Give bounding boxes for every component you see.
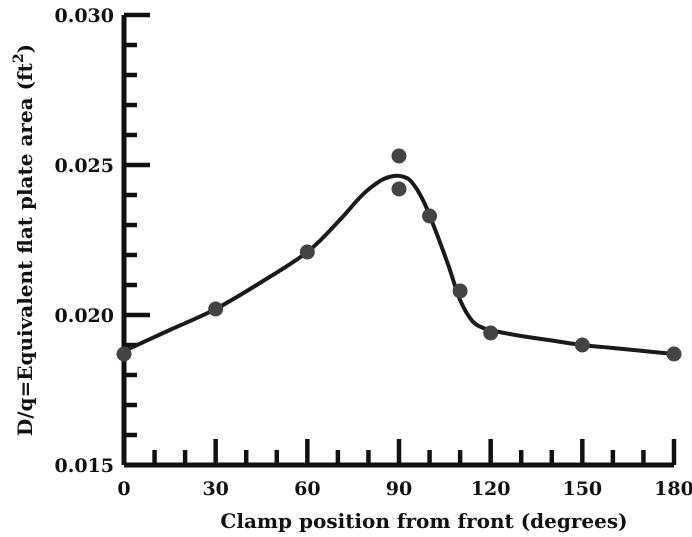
y-axis-title-main: D/q=Equivalent flat plate area (ft [13,62,37,436]
y-axis-title-close: ) [13,44,37,53]
y-axis-title: D/q=Equivalent flat plate area (ft2) [11,44,37,436]
points-layer [116,148,682,362]
data-point [666,346,682,362]
data-point [208,301,224,317]
x-axis-title: Clamp position from front (degrees) [220,509,627,533]
y-tick-label: 0.015 [55,455,115,477]
y-axis-title-sup: 2 [11,53,27,63]
ticks [124,12,677,465]
axes [121,15,674,468]
x-tick-label: 60 [294,478,320,500]
tick-labels: 0 30 60 90 120 150 180 0.015 0.020 0.025 0.030 [55,5,692,500]
y-tick-label: 0.025 [55,155,115,177]
data-point [391,181,407,197]
data-point [299,244,315,260]
x-tick-label: 150 [562,478,602,500]
fitted-curve [122,173,676,356]
x-tick-label: 90 [386,478,412,500]
data-point [574,337,590,353]
data-point [391,148,407,164]
x-tick-label: 120 [471,478,511,500]
x-tick-label: 30 [202,478,228,500]
data-point [452,283,468,299]
data-point [483,325,499,341]
curve-layer [122,173,676,356]
y-tick-label: 0.020 [55,305,115,327]
x-tick-label: 180 [654,478,692,500]
data-point [116,346,132,362]
y-tick-label: 0.030 [55,5,115,27]
x-tick-label: 0 [117,478,130,500]
data-point [422,208,438,224]
